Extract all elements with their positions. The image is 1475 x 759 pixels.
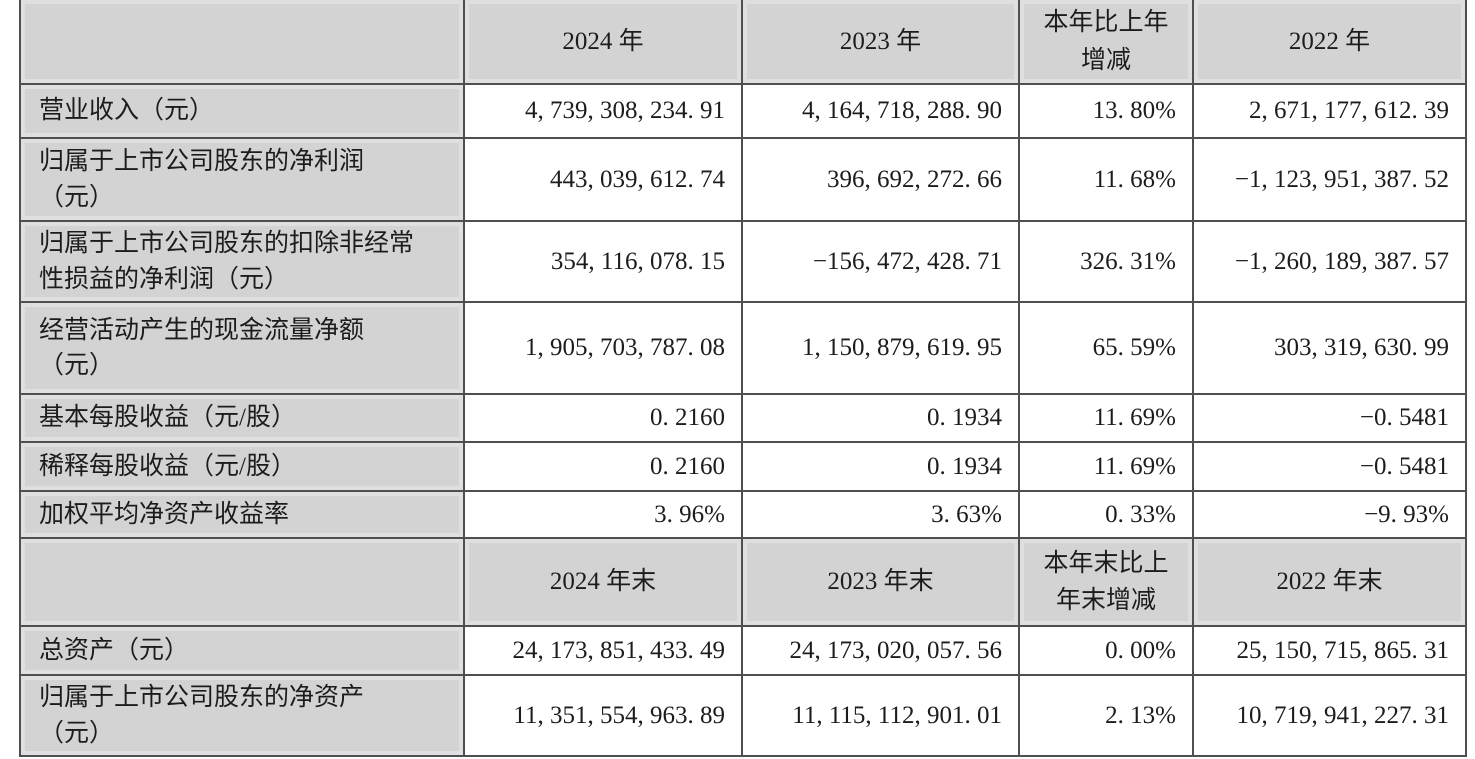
value-2023: 0. 1934 — [741, 441, 1020, 492]
table-row: 经营活动产生的现金流量净额 （元） 1, 905, 703, 787. 08 1… — [19, 301, 1467, 395]
period-header-row-annual: 2024 年 2023 年 本年比上年 增减 2022 年 — [19, 0, 1467, 85]
value-2022: 303, 319, 630. 99 — [1192, 301, 1467, 395]
value-2023: 4, 164, 718, 288. 90 — [741, 83, 1020, 139]
value-2022: 25, 150, 715, 865. 31 — [1192, 625, 1467, 676]
col-header-2022-end: 2022 年末 — [1192, 537, 1467, 627]
value-2024: 1, 905, 703, 787. 08 — [463, 301, 743, 395]
metric-label: 归属于上市公司股东的扣除非经常 性损益的净利润（元） — [19, 220, 465, 303]
value-2022: −1, 123, 951, 387. 52 — [1192, 137, 1467, 222]
col-header-2024-end: 2024 年末 — [463, 537, 743, 627]
value-2022: 2, 671, 177, 612. 39 — [1192, 83, 1467, 139]
value-change: 0. 33% — [1018, 490, 1194, 539]
value-2022: −9. 93% — [1192, 490, 1467, 539]
table-row: 加权平均净资产收益率 3. 96% 3. 63% 0. 33% −9. 93% — [19, 490, 1467, 539]
value-change: 11. 69% — [1018, 393, 1194, 443]
value-2023: 24, 173, 020, 057. 56 — [741, 625, 1020, 676]
col-header-2023-end: 2023 年末 — [741, 537, 1020, 627]
blank-header-cell — [19, 537, 465, 627]
value-change: 11. 68% — [1018, 137, 1194, 222]
value-2023: 1, 150, 879, 619. 95 — [741, 301, 1020, 395]
metric-label: 营业收入（元） — [19, 83, 465, 139]
value-2024: 0. 2160 — [463, 393, 743, 443]
metric-label: 总资产（元） — [19, 625, 465, 676]
value-2022: −0. 5481 — [1192, 393, 1467, 443]
value-change: 13. 80% — [1018, 83, 1194, 139]
value-2024: 354, 116, 078. 15 — [463, 220, 743, 303]
value-change: 2. 13% — [1018, 674, 1194, 757]
value-2024: 24, 173, 851, 433. 49 — [463, 625, 743, 676]
value-2024: 11, 351, 554, 963. 89 — [463, 674, 743, 757]
table-row: 稀释每股收益（元/股） 0. 2160 0. 1934 11. 69% −0. … — [19, 441, 1467, 492]
metric-label: 归属于上市公司股东的净资产 （元） — [19, 674, 465, 757]
financial-summary-table-wrapper: 2024 年 2023 年 本年比上年 增减 2022 年 营业收入（元） 4,… — [19, 0, 1467, 757]
blank-header-cell — [19, 0, 465, 85]
value-2024: 443, 039, 612. 74 — [463, 137, 743, 222]
col-header-2023: 2023 年 — [741, 0, 1020, 85]
financial-summary-table: 2024 年 2023 年 本年比上年 增减 2022 年 营业收入（元） 4,… — [19, 0, 1467, 757]
metric-label: 基本每股收益（元/股） — [19, 393, 465, 443]
value-2022: −1, 260, 189, 387. 57 — [1192, 220, 1467, 303]
table-row: 营业收入（元） 4, 739, 308, 234. 91 4, 164, 718… — [19, 83, 1467, 139]
value-2022: 10, 719, 941, 227. 31 — [1192, 674, 1467, 757]
table-row: 归属于上市公司股东的净利润 （元） 443, 039, 612. 74 396,… — [19, 137, 1467, 222]
value-2023: −156, 472, 428. 71 — [741, 220, 1020, 303]
period-header-row-yearend: 2024 年末 2023 年末 本年末比上 年末增减 2022 年末 — [19, 537, 1467, 627]
value-2023: 3. 63% — [741, 490, 1020, 539]
value-change: 65. 59% — [1018, 301, 1194, 395]
value-2022: −0. 5481 — [1192, 441, 1467, 492]
value-2024: 4, 739, 308, 234. 91 — [463, 83, 743, 139]
value-2023: 396, 692, 272. 66 — [741, 137, 1020, 222]
col-header-2022: 2022 年 — [1192, 0, 1467, 85]
value-change: 11. 69% — [1018, 441, 1194, 492]
value-change: 326. 31% — [1018, 220, 1194, 303]
value-change: 0. 00% — [1018, 625, 1194, 676]
value-2024: 3. 96% — [463, 490, 743, 539]
col-header-yoy-change: 本年比上年 增减 — [1018, 0, 1194, 85]
table-row: 归属于上市公司股东的扣除非经常 性损益的净利润（元） 354, 116, 078… — [19, 220, 1467, 303]
table-row: 总资产（元） 24, 173, 851, 433. 49 24, 173, 02… — [19, 625, 1467, 676]
col-header-2024: 2024 年 — [463, 0, 743, 85]
table-row: 基本每股收益（元/股） 0. 2160 0. 1934 11. 69% −0. … — [19, 393, 1467, 443]
metric-label: 归属于上市公司股东的净利润 （元） — [19, 137, 465, 222]
metric-label: 加权平均净资产收益率 — [19, 490, 465, 539]
metric-label: 稀释每股收益（元/股） — [19, 441, 465, 492]
col-header-yearend-change: 本年末比上 年末增减 — [1018, 537, 1194, 627]
value-2023: 11, 115, 112, 901. 01 — [741, 674, 1020, 757]
table-row: 归属于上市公司股东的净资产 （元） 11, 351, 554, 963. 89 … — [19, 674, 1467, 757]
value-2024: 0. 2160 — [463, 441, 743, 492]
metric-label: 经营活动产生的现金流量净额 （元） — [19, 301, 465, 395]
value-2023: 0. 1934 — [741, 393, 1020, 443]
